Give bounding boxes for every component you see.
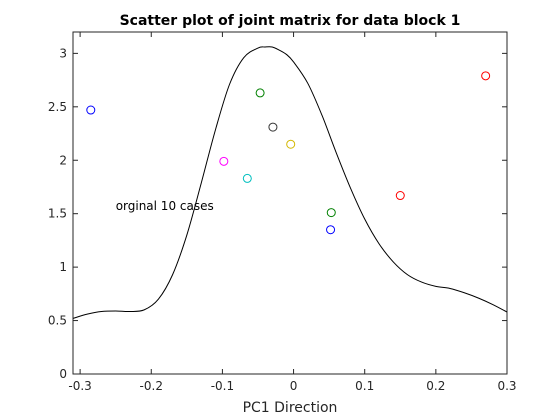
x-tick-label: 0.2 <box>426 379 445 393</box>
y-tick-label: 2.5 <box>48 100 67 114</box>
x-tick-label: 0.1 <box>355 379 374 393</box>
scatter-point <box>481 71 491 81</box>
x-axis-label: PC1 Direction <box>243 400 338 416</box>
chart-title: Scatter plot of joint matrix for data bl… <box>120 13 461 29</box>
scatter-point <box>326 225 336 235</box>
x-tick-label: -0.1 <box>211 379 234 393</box>
x-tick-label: 0.3 <box>497 379 516 393</box>
scatter-point <box>219 156 229 166</box>
scatter-point <box>326 208 336 218</box>
y-tick-label: 0 <box>59 367 67 381</box>
scatter-point <box>242 173 252 183</box>
scatter-point <box>86 105 96 115</box>
y-tick-label: 0.5 <box>48 314 67 328</box>
x-tick-label: 0 <box>290 379 298 393</box>
y-tick-label: 1.5 <box>48 207 67 221</box>
x-tick-label: -0.3 <box>68 379 91 393</box>
axes-box <box>72 31 508 375</box>
y-axis-ticks: 0 0.5 1 1.5 2 2.5 3 <box>48 46 507 381</box>
density-curve <box>72 46 508 319</box>
plot-area: orginal 10 cases <box>72 31 508 375</box>
scatter-point <box>255 88 265 98</box>
x-axis-ticks: -0.3 -0.2 -0.1 0 0.1 0.2 0.3 <box>68 32 517 393</box>
scatter-point <box>286 139 296 149</box>
scatter-point <box>268 122 278 132</box>
y-tick-label: 2 <box>59 153 67 167</box>
annotation-label: orginal 10 cases <box>116 199 214 213</box>
x-tick-label: -0.2 <box>140 379 163 393</box>
y-tick-label: 3 <box>59 46 67 60</box>
y-tick-label: 1 <box>59 260 67 274</box>
scatter-point <box>395 191 405 201</box>
